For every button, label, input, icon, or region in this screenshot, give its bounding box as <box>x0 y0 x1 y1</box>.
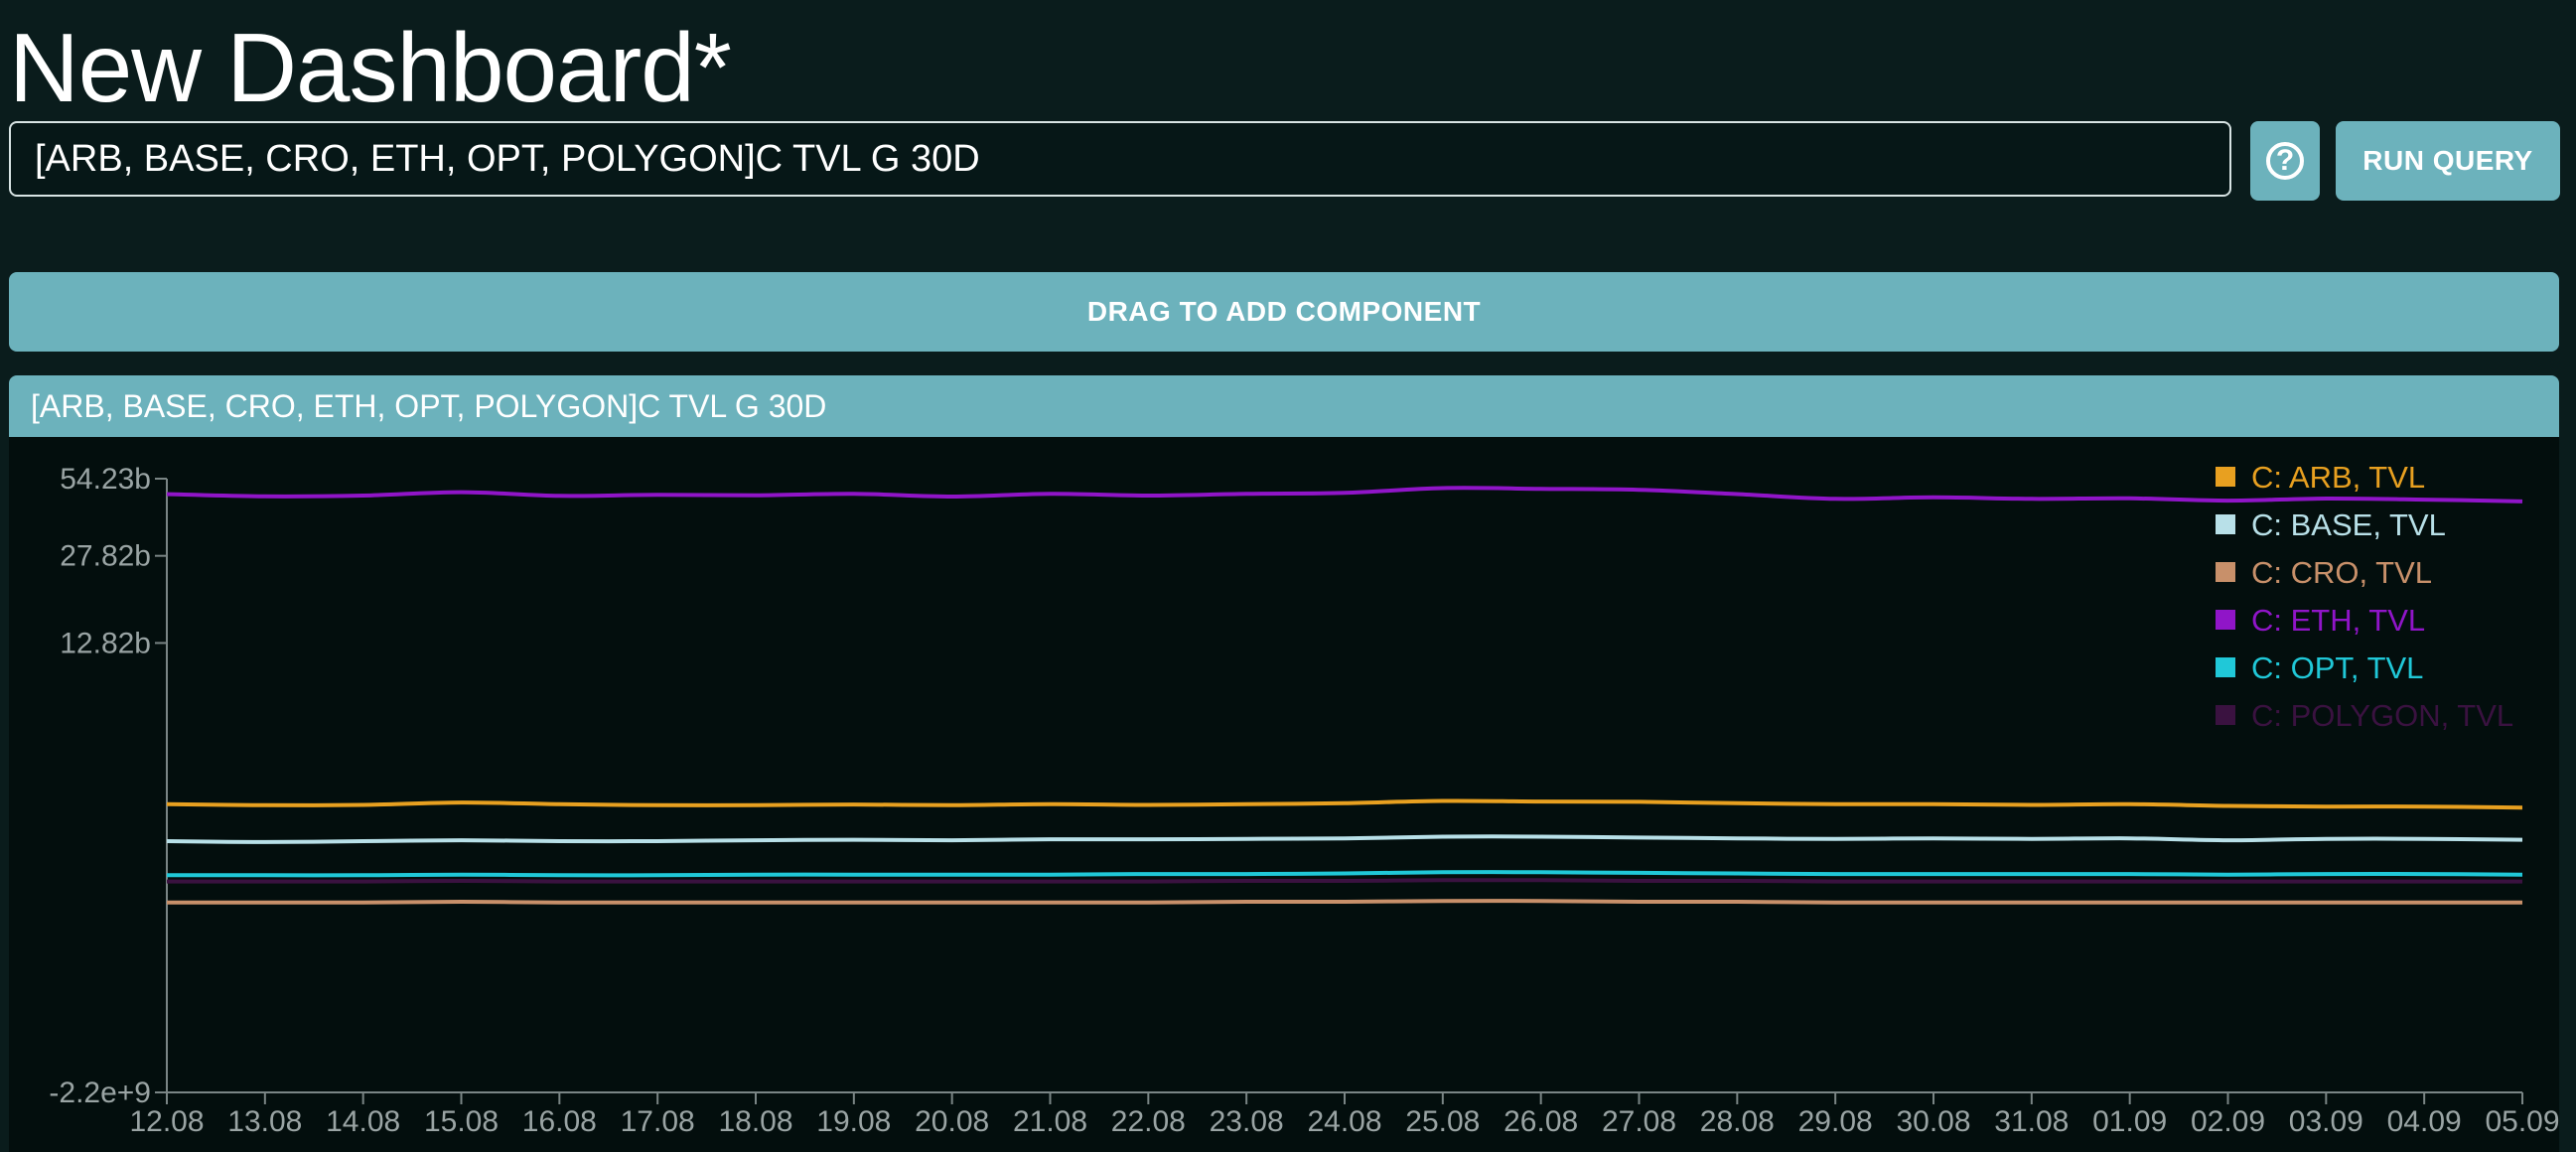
x-tick-label: 14.08 <box>326 1105 400 1138</box>
legend-swatch-base[interactable] <box>2216 514 2235 534</box>
series-line-eth[interactable] <box>166 486 2523 504</box>
legend-label-opt[interactable]: C: OPT, TVL <box>2251 650 2423 685</box>
x-tick-label: 22.08 <box>1111 1105 1186 1138</box>
help-button[interactable]: ? <box>2250 121 2320 201</box>
x-tick-label: 27.08 <box>1602 1105 1676 1138</box>
query-input[interactable] <box>35 137 2229 181</box>
x-tick-label: 05.09 <box>2485 1105 2559 1138</box>
legend-swatch-cro[interactable] <box>2216 562 2235 582</box>
x-tick-label: 25.08 <box>1405 1105 1480 1138</box>
run-query-button[interactable]: RUN QUERY <box>2336 121 2560 201</box>
x-tick-label: 01.09 <box>2092 1105 2167 1138</box>
legend-swatch-polygon[interactable] <box>2216 705 2235 725</box>
x-tick-label: 13.08 <box>227 1105 302 1138</box>
series-line-polygon[interactable] <box>166 878 2522 884</box>
x-tick-label: 28.08 <box>1700 1105 1775 1138</box>
x-tick-label: 20.08 <box>915 1105 989 1138</box>
series-line-arb[interactable] <box>166 798 2523 810</box>
x-tick-label: 21.08 <box>1013 1105 1087 1138</box>
x-tick-label: 24.08 <box>1307 1105 1381 1138</box>
x-tick-label: 03.09 <box>2289 1105 2363 1138</box>
series-line-opt[interactable] <box>167 870 2523 878</box>
chart-panel: -2.2e+9 12.82b 27.82b 54.23b 12.08 13.08 14.08… <box>9 437 2559 1152</box>
x-tick-label: 26.08 <box>1503 1105 1578 1138</box>
x-tick-label: 23.08 <box>1210 1105 1284 1138</box>
series-line-cro[interactable] <box>167 899 2522 905</box>
y-tick-label: -2.2e+9 <box>49 1077 151 1109</box>
y-tick-label: 54.23b <box>60 463 151 496</box>
x-tick-label: 31.08 <box>1994 1105 2069 1138</box>
legend-label-base[interactable]: C: BASE, TVL <box>2251 507 2446 542</box>
help-icon: ? <box>2266 142 2304 180</box>
x-tick-label: 04.09 <box>2387 1105 2462 1138</box>
query-field[interactable] <box>9 121 2231 197</box>
line-chart: -2.2e+9 12.82b 27.82b 54.23b 12.08 13.08 14.08… <box>49 460 2559 1138</box>
legend-label-cro[interactable]: C: CRO, TVL <box>2251 555 2432 590</box>
x-tick-label: 30.08 <box>1896 1105 1970 1138</box>
x-tick-label: 29.08 <box>1798 1105 1873 1138</box>
x-tick-label: 17.08 <box>621 1105 695 1138</box>
x-tick-label: 15.08 <box>424 1105 499 1138</box>
x-tick-label: 02.09 <box>2191 1105 2265 1138</box>
x-tick-label: 12.08 <box>129 1105 204 1138</box>
legend-label-eth[interactable]: C: ETH, TVL <box>2251 603 2425 638</box>
drag-to-add-component[interactable]: DRAG TO ADD COMPONENT <box>9 272 2559 352</box>
legend-swatch-eth[interactable] <box>2216 610 2235 630</box>
series-line-base[interactable] <box>166 834 2523 844</box>
panel-title[interactable]: [ARB, BASE, CRO, ETH, OPT, POLYGON]C TVL… <box>9 375 2559 437</box>
page-title: New Dashboard* <box>9 13 732 122</box>
x-tick-label: 19.08 <box>816 1105 891 1138</box>
legend-swatch-opt[interactable] <box>2216 657 2235 677</box>
y-tick-label: 27.82b <box>60 540 151 573</box>
legend-swatch-arb[interactable] <box>2216 467 2235 487</box>
legend-label-polygon[interactable]: C: POLYGON, TVL <box>2251 698 2513 733</box>
x-tick-label: 16.08 <box>522 1105 597 1138</box>
legend-label-arb[interactable]: C: ARB, TVL <box>2251 460 2425 495</box>
y-tick-label: 12.82b <box>60 627 151 659</box>
x-tick-label: 18.08 <box>718 1105 792 1138</box>
